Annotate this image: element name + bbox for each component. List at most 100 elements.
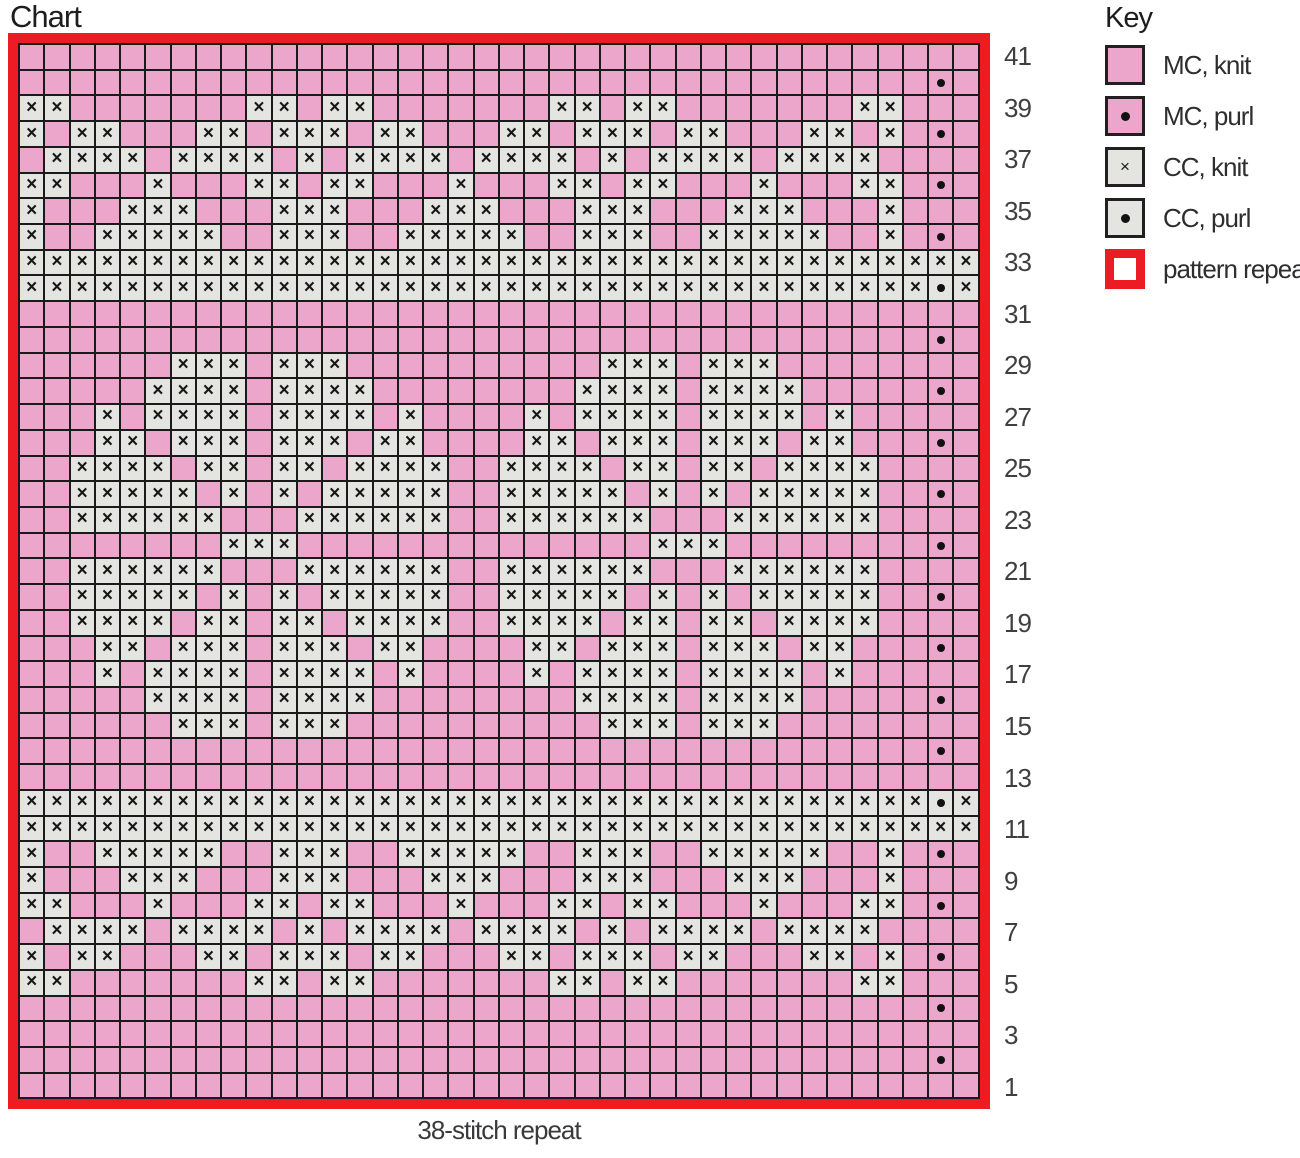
chart-cell [121,739,145,764]
chart-cell [70,533,94,558]
chart-cell: × [752,713,776,738]
row-number: 37 [1004,144,1032,175]
chart-cell [20,610,44,635]
chart-cell: × [600,662,624,686]
chart-cell: × [348,970,372,995]
knit-x-icon: × [682,534,694,556]
knit-x-icon: × [531,508,543,530]
chart-cell [247,842,271,866]
knit-x-icon: × [556,971,568,993]
chart-cell [424,739,448,764]
chart-cell [727,122,751,146]
chart-cell: × [20,199,44,224]
chart-cell: × [70,790,94,815]
chart-cell: × [20,250,44,275]
chart-cell: × [954,790,978,815]
knit-x-icon: × [505,945,517,967]
purl-dot-icon [936,78,945,87]
knit-x-icon: × [354,688,366,710]
knit-x-icon: × [581,405,593,427]
chart-cell [903,430,927,455]
knit-x-icon: × [228,251,240,273]
knit-x-icon: × [101,662,113,684]
knit-x-icon: × [707,534,719,556]
chart-cell [929,585,953,609]
chart-cell: × [348,456,372,481]
chart-cell [828,533,852,558]
knit-x-icon: × [909,251,921,273]
chart-cell: × [878,893,902,918]
chart-cell: × [95,636,119,661]
chart-cell: × [373,430,397,455]
knit-x-icon: × [177,405,189,427]
chart-cell [196,1048,220,1072]
chart-cell [676,379,700,404]
chart-cell [45,1048,69,1072]
knit-x-icon: × [51,791,63,813]
chart-cell [626,45,650,69]
chart-cell [828,996,852,1021]
chart-cell [247,765,271,789]
chart-cell [398,970,422,995]
knit-x-icon: × [884,199,896,221]
chart-cell [903,302,927,326]
chart-cell: × [222,430,246,455]
chart-cell [499,1048,523,1072]
chart-cell: × [676,147,700,172]
chart-cell: × [701,430,725,455]
chart-cell: × [802,842,826,866]
chart-cell [878,1022,902,1047]
chart-cell [853,430,877,455]
knit-x-icon: × [303,714,315,736]
chart-cell [146,147,170,172]
chart-cell [626,1048,650,1072]
knit-x-icon: × [101,559,113,581]
chart-cell [600,765,624,789]
chart-cell [676,996,700,1021]
chart-cell [878,687,902,712]
chart-cell [424,302,448,326]
chart-cell [449,327,473,352]
chart-cell [247,1048,271,1072]
chart-cell [348,868,372,892]
knit-x-icon: × [707,636,719,658]
chart-cell: × [70,945,94,969]
chart-cell [929,610,953,635]
chart-cell: × [95,507,119,532]
chart-cell: × [525,662,549,686]
purl-dot-icon [936,901,945,910]
knit-x-icon: × [657,173,669,195]
knit-x-icon: × [177,868,189,890]
chart-cell: × [777,405,801,429]
chart-cell: × [424,816,448,841]
chart-cell: × [272,405,296,429]
chart-cell: × [348,559,372,584]
knit-x-icon: × [581,508,593,530]
knit-x-icon: × [707,251,719,273]
chart-cell [752,996,776,1021]
knit-x-icon: × [101,405,113,427]
knit-x-icon: × [202,816,214,838]
chart-cell: × [70,610,94,635]
knit-x-icon: × [556,276,568,298]
chart-cell [600,893,624,918]
knit-x-icon: × [808,456,820,478]
chart-cell [878,353,902,378]
chart-cell [373,225,397,249]
chart-cell [701,739,725,764]
chart-cell [171,173,195,198]
chart-cell [550,533,574,558]
knit-x-icon: × [430,791,442,813]
chart-cell: × [727,636,751,661]
knit-x-icon: × [783,816,795,838]
knit-x-icon: × [808,611,820,633]
chart-cell [727,1048,751,1072]
chart-cell: × [752,687,776,712]
knit-x-icon: × [278,688,290,710]
chart-cell [297,996,321,1021]
chart-cell [20,405,44,429]
chart-cell: × [828,507,852,532]
chart-cell: × [196,430,220,455]
chart-cell: × [247,276,271,301]
chart-cell: × [878,173,902,198]
